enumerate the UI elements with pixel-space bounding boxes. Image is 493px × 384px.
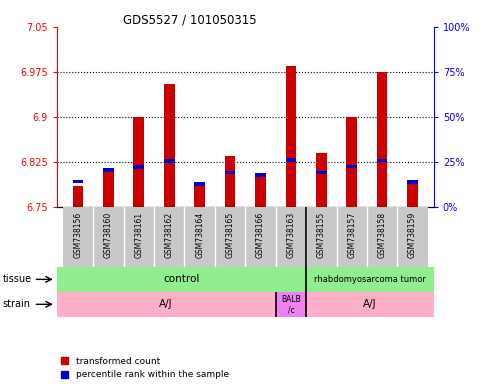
- Text: BALB
/c: BALB /c: [281, 295, 301, 314]
- Bar: [57, 267, 306, 292]
- Text: GSM738166: GSM738166: [256, 212, 265, 258]
- Text: A/J: A/J: [363, 299, 377, 310]
- Bar: [306, 207, 337, 267]
- Text: GSM738160: GSM738160: [104, 212, 113, 258]
- Bar: [225, 170, 235, 174]
- Bar: [246, 207, 276, 267]
- Bar: [276, 207, 306, 267]
- Text: GSM738161: GSM738161: [134, 212, 143, 258]
- Text: GDS5527 / 101050315: GDS5527 / 101050315: [123, 13, 257, 26]
- Bar: [57, 292, 276, 317]
- Bar: [255, 176, 266, 207]
- Bar: [164, 84, 175, 207]
- Bar: [397, 207, 428, 267]
- Bar: [103, 172, 114, 207]
- Bar: [93, 207, 124, 267]
- Text: GSM738157: GSM738157: [347, 212, 356, 258]
- Bar: [377, 72, 387, 207]
- Text: GSM738162: GSM738162: [165, 212, 174, 258]
- Text: GSM738158: GSM738158: [378, 212, 387, 258]
- Bar: [306, 267, 434, 292]
- Bar: [225, 156, 235, 207]
- Text: tissue: tissue: [2, 274, 32, 285]
- Bar: [276, 292, 306, 317]
- Bar: [72, 180, 83, 183]
- Bar: [194, 186, 205, 207]
- Bar: [285, 66, 296, 207]
- Text: GSM738159: GSM738159: [408, 212, 417, 258]
- Bar: [285, 158, 296, 162]
- Bar: [63, 207, 93, 267]
- Bar: [347, 117, 357, 207]
- Bar: [367, 207, 397, 267]
- Bar: [347, 165, 357, 168]
- Bar: [377, 159, 387, 162]
- Text: control: control: [163, 274, 200, 285]
- Bar: [215, 207, 246, 267]
- Text: strain: strain: [2, 299, 31, 310]
- Text: GSM738156: GSM738156: [73, 212, 82, 258]
- Legend: transformed count, percentile rank within the sample: transformed count, percentile rank withi…: [61, 357, 229, 379]
- Bar: [184, 207, 215, 267]
- Bar: [134, 165, 144, 169]
- Text: A/J: A/J: [159, 299, 173, 310]
- Text: GSM738164: GSM738164: [195, 212, 204, 258]
- Text: GSM738165: GSM738165: [226, 212, 235, 258]
- Text: GSM738163: GSM738163: [286, 212, 295, 258]
- Bar: [337, 207, 367, 267]
- Bar: [316, 170, 327, 174]
- Text: rhabdomyosarcoma tumor: rhabdomyosarcoma tumor: [314, 275, 426, 284]
- Bar: [72, 186, 83, 207]
- Bar: [154, 207, 184, 267]
- Bar: [407, 180, 418, 184]
- Text: GSM738155: GSM738155: [317, 212, 326, 258]
- Bar: [316, 153, 327, 207]
- Bar: [134, 117, 144, 207]
- Bar: [194, 182, 205, 186]
- Bar: [164, 159, 175, 163]
- Bar: [103, 168, 114, 172]
- Bar: [255, 173, 266, 177]
- Bar: [306, 292, 434, 317]
- Bar: [124, 207, 154, 267]
- Bar: [407, 183, 418, 207]
